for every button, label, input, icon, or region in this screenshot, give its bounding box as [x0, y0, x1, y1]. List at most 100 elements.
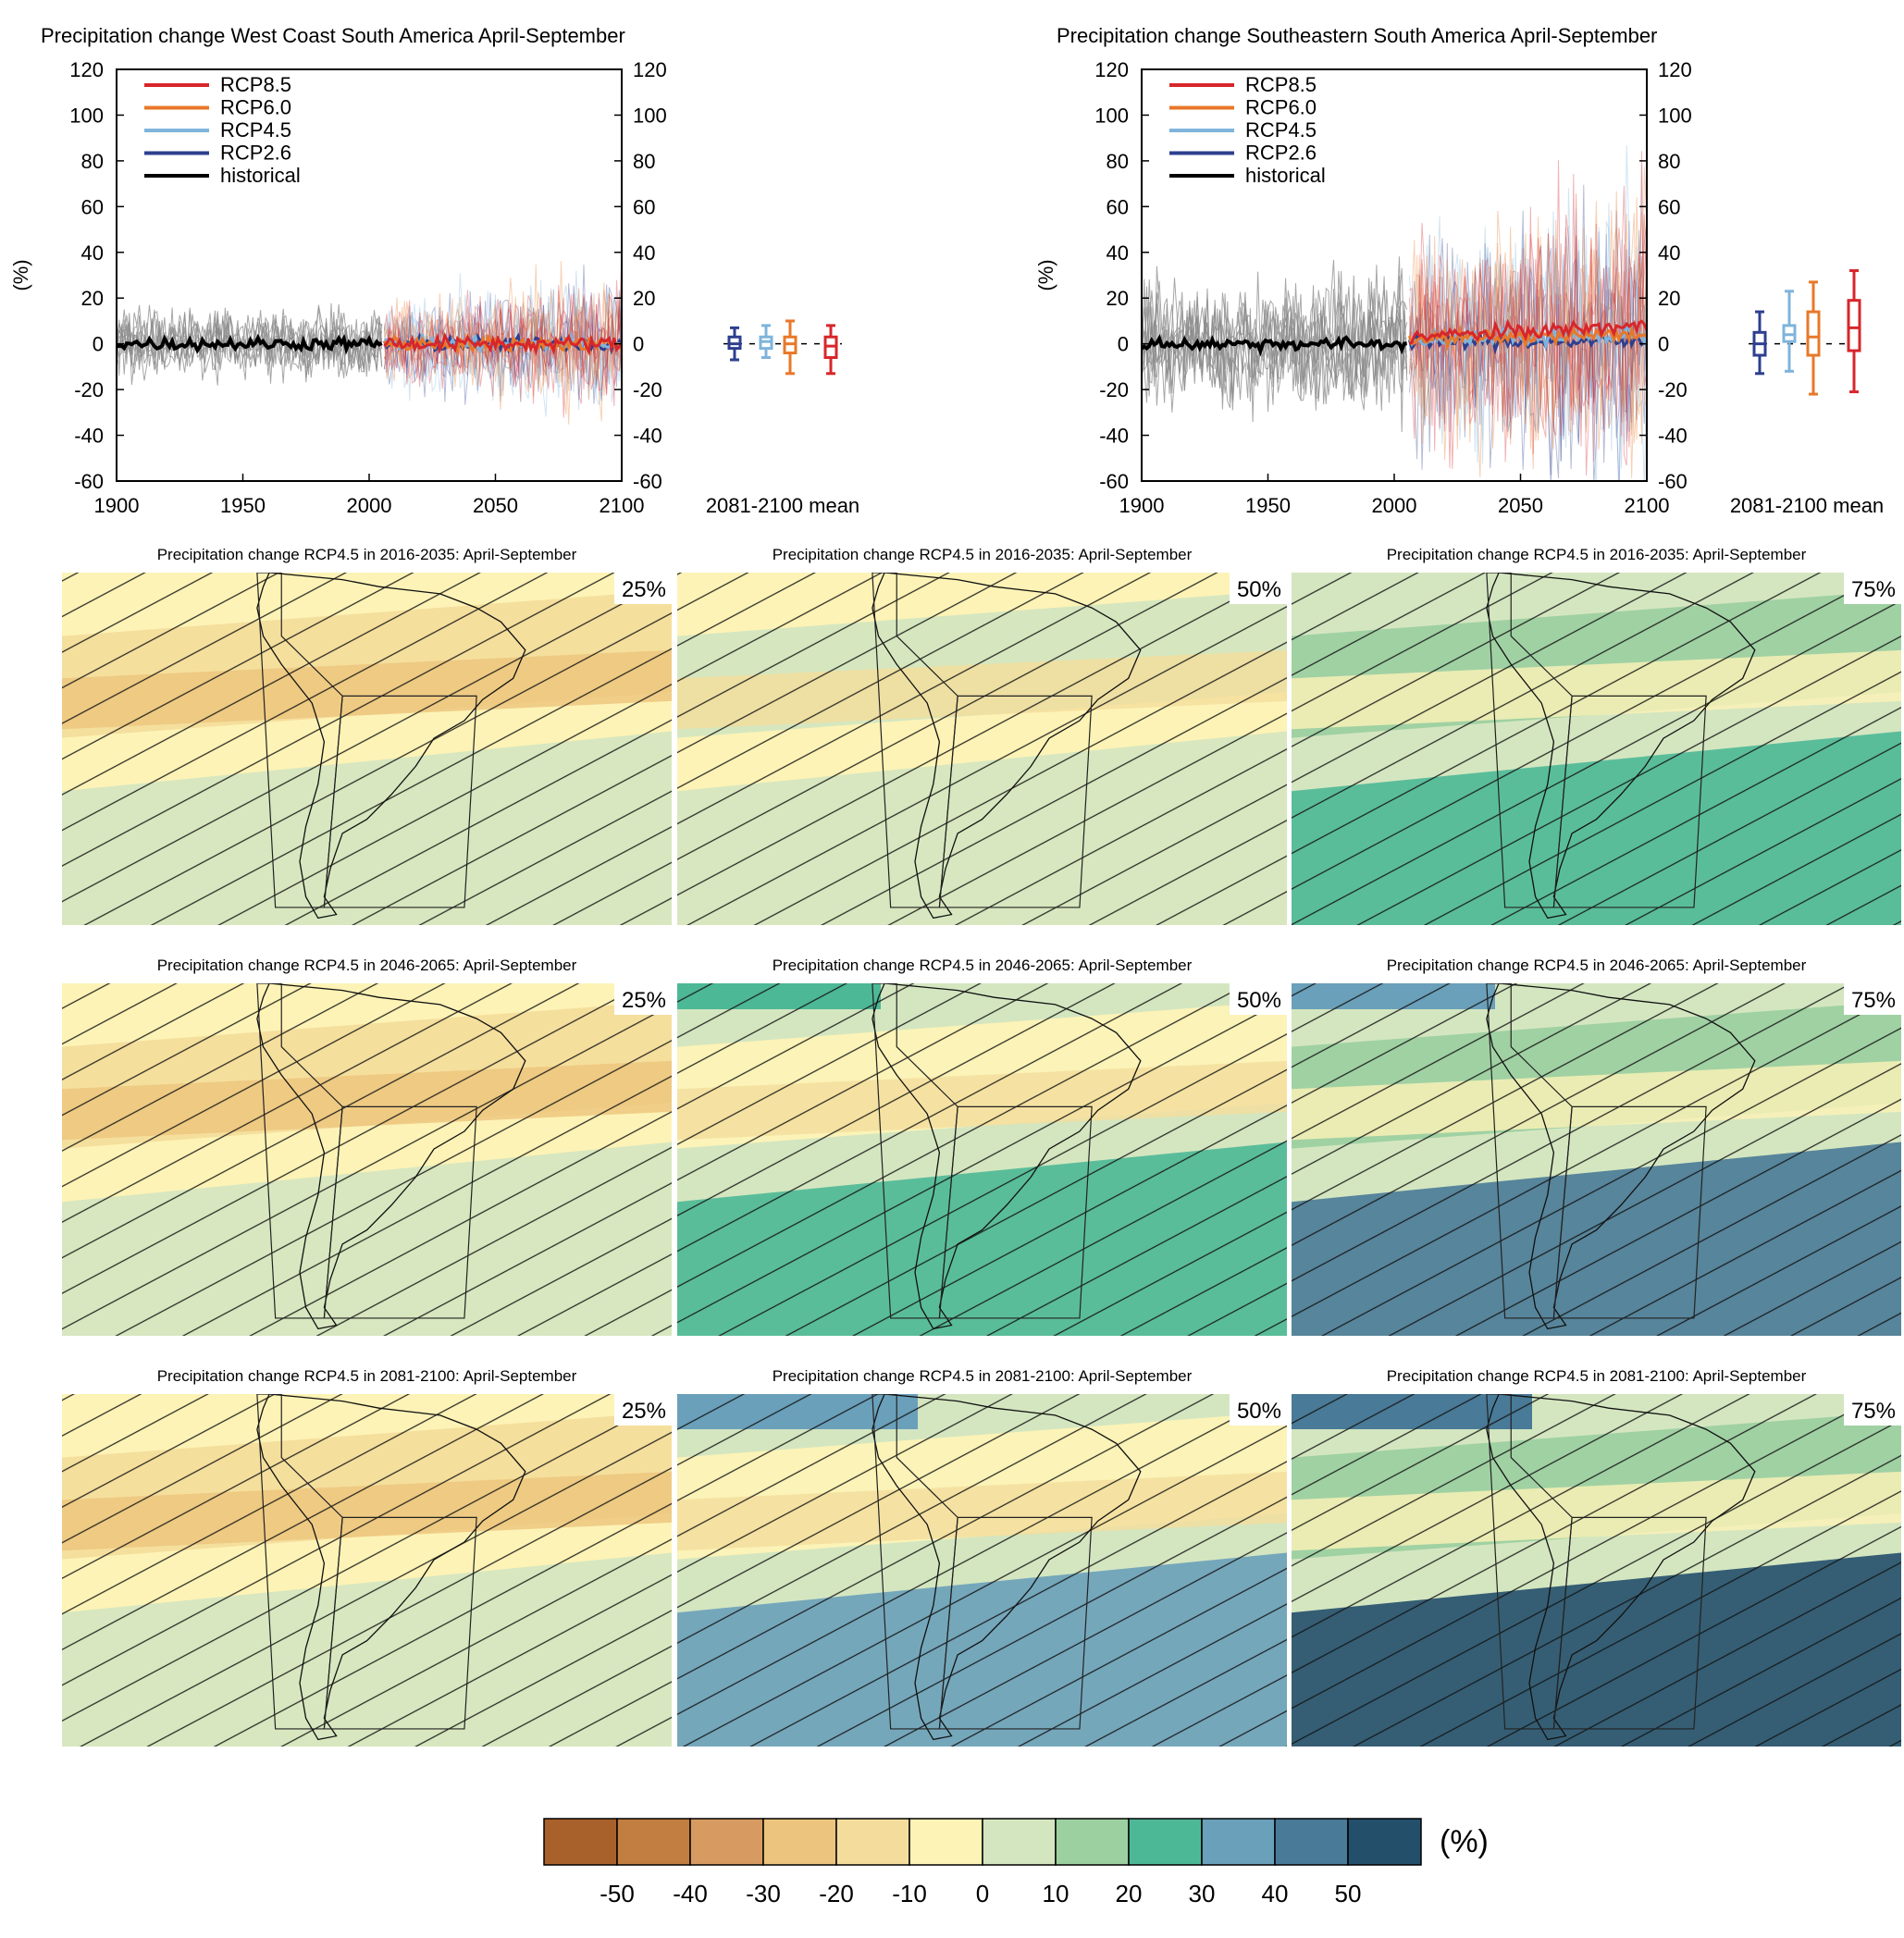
percentile-label: 25%	[622, 1399, 666, 1424]
map-panel: Precipitation change RCP4.5 in 2081-2100…	[62, 1367, 672, 1747]
y-tick-label-left: -20	[74, 378, 104, 401]
mean-line-rcp60	[1407, 324, 1647, 352]
map-panel: Precipitation change RCP4.5 in 2016-2035…	[62, 546, 672, 925]
y-tick-label-left: 0	[93, 333, 104, 356]
colorbar-swatch	[543, 1818, 618, 1866]
y-tick-label-right: 0	[633, 333, 644, 356]
map-title: Precipitation change RCP4.5 in 2016-2035…	[1387, 546, 1807, 563]
map-field	[62, 573, 672, 925]
legend-label: RCP4.5	[220, 118, 291, 142]
y-tick-label-right: 80	[633, 150, 655, 173]
scenario-member-line	[1409, 214, 1647, 463]
colorbar-tick-label: 10	[1043, 1880, 1069, 1907]
continent-outline	[872, 983, 1142, 1330]
region-box-southeastern	[1552, 1105, 1707, 1319]
x-tick-label: 1900	[94, 494, 140, 517]
box-axis-label: 2081-2100 mean	[706, 494, 859, 517]
colorbar-swatch	[835, 1818, 910, 1866]
y-tick-label-right: 60	[633, 195, 655, 218]
region-box-southeastern	[938, 1516, 1093, 1730]
percentile-label: 50%	[1237, 1399, 1281, 1424]
map-title: Precipitation change RCP4.5 in 2046-2065…	[1387, 957, 1807, 974]
colorbar-swatch	[909, 1818, 983, 1866]
y-tick-label-right: 80	[1658, 150, 1680, 173]
x-tick-label: 2100	[600, 494, 645, 517]
percentile-label-bg	[614, 1394, 672, 1426]
percentile-label: 75%	[1851, 1399, 1896, 1424]
scenario-member-line	[383, 284, 622, 397]
colorbar-tick-label: -50	[600, 1880, 635, 1907]
legend-label: RCP6.0	[220, 96, 291, 119]
colorbar-swatch	[1055, 1818, 1130, 1866]
y-tick-label-left: -40	[74, 425, 104, 448]
map-title: Precipitation change RCP4.5 in 2016-2035…	[773, 546, 1193, 563]
map-field	[1292, 983, 1901, 1336]
box-axis-label: 2081-2100 mean	[1730, 494, 1884, 517]
box-rcp26	[1752, 310, 1767, 376]
continent-outline	[872, 573, 1142, 920]
y-tick-label-right: 100	[633, 104, 667, 127]
map-panel: Precipitation change RCP4.5 in 2081-2100…	[1292, 1367, 1901, 1747]
map-field	[677, 983, 1287, 1336]
colorbar-tick-label: 0	[976, 1880, 989, 1907]
scenario-member-line	[1408, 201, 1647, 450]
ensemble-members	[117, 255, 622, 425]
map-field	[62, 1394, 672, 1747]
scenario-member-line	[1408, 210, 1647, 481]
y-tick-label-right: 100	[1658, 104, 1692, 127]
legend-label: RCP2.6	[1245, 142, 1317, 165]
x-tick-label: 2100	[1625, 494, 1670, 517]
continent-outline	[1486, 983, 1756, 1330]
y-tick-label-left: 40	[1107, 241, 1129, 265]
map-hatching	[1292, 573, 1901, 925]
map-panel: Precipitation change RCP4.5 in 2016-2035…	[1292, 546, 1901, 925]
map-title: Precipitation change RCP4.5 in 2081-2100…	[157, 1367, 577, 1385]
box-rcp45	[759, 324, 773, 359]
legend-label: RCP2.6	[220, 142, 291, 165]
map-field	[1292, 1394, 1901, 1747]
continent-outline	[256, 1394, 526, 1741]
y-tick-label-left: 60	[81, 195, 104, 218]
map-title: Precipitation change RCP4.5 in 2016-2035…	[157, 546, 577, 563]
map-hatching	[62, 1394, 672, 1747]
y-tick-label-left: -40	[1099, 425, 1129, 448]
y-tick-label-left: 120	[69, 58, 104, 81]
colorbar-swatch	[1128, 1818, 1203, 1866]
y-tick-label-left: 0	[1118, 333, 1129, 356]
percentile-label: 75%	[1851, 577, 1896, 602]
map-panel: Precipitation change RCP4.5 in 2016-2035…	[677, 546, 1287, 925]
y-tick-label-right: -40	[1658, 425, 1688, 448]
percentile-label: 25%	[622, 988, 666, 1013]
y-tick-label-left: 60	[1107, 195, 1129, 218]
map-title: Precipitation change RCP4.5 in 2046-2065…	[157, 957, 577, 974]
y-tick-label-right: 40	[1658, 241, 1680, 265]
map-hatching	[62, 983, 672, 1336]
region-box-southeastern	[938, 695, 1093, 908]
mean-line-historical	[117, 333, 383, 355]
colorbar-tick-label: -10	[892, 1880, 927, 1907]
percentile-label-bg	[1230, 983, 1287, 1015]
y-tick-label-left: 80	[81, 150, 104, 173]
map-title: Precipitation change RCP4.5 in 2081-2100…	[773, 1367, 1193, 1385]
continent-outline	[1486, 573, 1756, 920]
percentile-label: 50%	[1237, 988, 1281, 1013]
map-title: Precipitation change RCP4.5 in 2046-2065…	[773, 957, 1193, 974]
map-hatching	[1292, 1394, 1901, 1747]
x-tick-label: 2050	[1498, 494, 1543, 517]
box-rcp85	[1847, 269, 1861, 394]
scenario-member-line	[383, 270, 622, 417]
x-tick-label: 2050	[473, 494, 518, 517]
map-hatching	[1292, 983, 1901, 1336]
y-tick-label-right: 0	[1658, 333, 1669, 356]
y-tick-label-right: -20	[633, 378, 662, 401]
percentile-label: 75%	[1851, 988, 1896, 1013]
scenario-member-line	[383, 285, 622, 401]
mean-line-rcp85	[1408, 318, 1647, 345]
x-tick-label: 2000	[1372, 494, 1417, 517]
colorbar-swatch	[689, 1818, 764, 1866]
percentile-label-bg	[1230, 1394, 1287, 1426]
y-tick-label-left: 20	[1107, 287, 1129, 310]
y-tick-label-left: 40	[81, 241, 104, 265]
ts-panel-west-coast: Precipitation change West Coast South Am…	[9, 24, 859, 517]
